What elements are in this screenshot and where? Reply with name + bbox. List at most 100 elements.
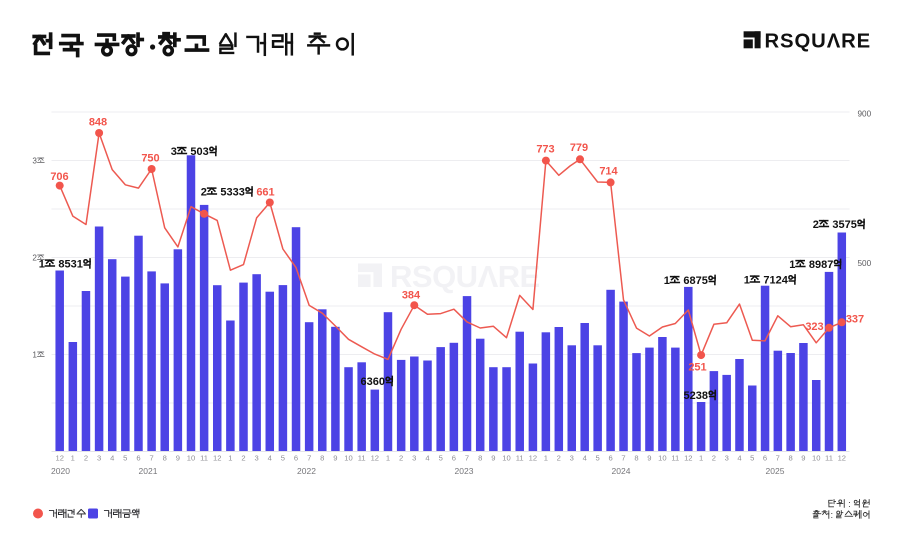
svg-text:9: 9 [491, 454, 495, 463]
svg-text:4: 4 [425, 454, 429, 463]
svg-text:11: 11 [358, 454, 366, 463]
svg-text:7: 7 [776, 454, 780, 463]
svg-text:1: 1 [544, 454, 548, 463]
svg-text:8: 8 [320, 454, 324, 463]
svg-text:9: 9 [647, 454, 651, 463]
svg-text:1: 1 [71, 454, 75, 463]
svg-text:6: 6 [763, 454, 767, 463]
svg-text:9: 9 [176, 454, 180, 463]
svg-text:3: 3 [32, 156, 37, 165]
svg-text:848: 848 [89, 116, 107, 128]
svg-text:2: 2 [813, 219, 819, 231]
svg-text:8: 8 [634, 454, 638, 463]
svg-text:7: 7 [307, 454, 311, 463]
svg-text:5238: 5238 [684, 390, 708, 402]
svg-text:12: 12 [684, 454, 692, 463]
svg-text:1: 1 [664, 275, 670, 287]
svg-text:3575: 3575 [832, 219, 856, 231]
svg-text:5: 5 [123, 454, 127, 463]
svg-text:7: 7 [149, 454, 153, 463]
svg-text:706: 706 [50, 171, 68, 183]
svg-text:6: 6 [452, 454, 456, 463]
svg-text:1: 1 [386, 454, 390, 463]
svg-text:5: 5 [281, 454, 285, 463]
svg-text:2021: 2021 [139, 466, 158, 476]
svg-text:2022: 2022 [297, 466, 316, 476]
svg-text:12: 12 [371, 454, 379, 463]
svg-text:2: 2 [241, 454, 245, 463]
svg-text:3: 3 [412, 454, 416, 463]
svg-text:4: 4 [268, 454, 272, 463]
svg-text:10: 10 [502, 454, 510, 463]
svg-text:5: 5 [595, 454, 599, 463]
svg-text:714: 714 [599, 165, 618, 177]
svg-text:2025: 2025 [766, 466, 785, 476]
svg-text:6875: 6875 [683, 275, 707, 287]
svg-text:12: 12 [838, 454, 846, 463]
svg-text::: : [848, 499, 851, 509]
svg-text:7: 7 [621, 454, 625, 463]
svg-text:2023: 2023 [455, 466, 474, 476]
svg-text:8: 8 [478, 454, 482, 463]
svg-text:2: 2 [84, 454, 88, 463]
svg-text:2: 2 [712, 454, 716, 463]
svg-text:11: 11 [200, 454, 208, 463]
svg-text:251: 251 [688, 361, 706, 373]
svg-text:7124: 7124 [763, 274, 788, 286]
svg-text:2: 2 [399, 454, 403, 463]
svg-text:10: 10 [812, 454, 820, 463]
svg-text:9: 9 [333, 454, 337, 463]
svg-text:6360: 6360 [361, 376, 385, 388]
svg-text:RSQUΛRE: RSQUΛRE [765, 30, 872, 52]
svg-text:RSQUΛRE: RSQUΛRE [390, 259, 540, 294]
svg-text:323: 323 [805, 321, 823, 333]
svg-text:1: 1 [699, 454, 703, 463]
svg-text:11: 11 [825, 454, 833, 463]
svg-text:10: 10 [658, 454, 666, 463]
svg-text:6: 6 [294, 454, 298, 463]
svg-text:750: 750 [141, 152, 159, 164]
svg-text:773: 773 [536, 143, 554, 155]
svg-text:2: 2 [32, 253, 37, 262]
svg-text:6: 6 [136, 454, 140, 463]
svg-text:2: 2 [201, 186, 207, 198]
svg-text:5: 5 [750, 454, 754, 463]
svg-text:10: 10 [344, 454, 352, 463]
svg-text:4: 4 [583, 454, 587, 463]
svg-text:7: 7 [465, 454, 469, 463]
svg-text:1: 1 [744, 274, 750, 286]
svg-text:661: 661 [256, 186, 274, 198]
svg-text:10: 10 [187, 454, 195, 463]
svg-text:6: 6 [608, 454, 612, 463]
svg-text:11: 11 [671, 454, 679, 463]
svg-text:3: 3 [171, 146, 177, 158]
svg-text:4: 4 [737, 454, 741, 463]
svg-text:12: 12 [529, 454, 537, 463]
svg-text:4: 4 [110, 454, 114, 463]
svg-text:9: 9 [801, 454, 805, 463]
svg-text:8987: 8987 [809, 259, 833, 271]
svg-text:2: 2 [557, 454, 561, 463]
svg-text:5: 5 [439, 454, 443, 463]
svg-text:11: 11 [516, 454, 524, 463]
svg-text:1: 1 [228, 454, 232, 463]
svg-text:3: 3 [97, 454, 101, 463]
svg-text:3: 3 [570, 454, 574, 463]
svg-text:2024: 2024 [612, 466, 631, 476]
svg-text::: : [830, 510, 833, 520]
svg-text:8: 8 [163, 454, 167, 463]
svg-text:5333: 5333 [220, 186, 244, 198]
svg-text:384: 384 [402, 289, 421, 301]
svg-text:900: 900 [858, 109, 872, 118]
svg-text:500: 500 [858, 259, 872, 268]
svg-text:8: 8 [788, 454, 792, 463]
svg-text:337: 337 [846, 313, 864, 325]
svg-text:1: 1 [39, 258, 45, 270]
svg-text:1: 1 [32, 350, 37, 359]
svg-text:1: 1 [789, 259, 795, 271]
svg-text:503: 503 [190, 146, 208, 158]
svg-text:12: 12 [55, 454, 63, 463]
svg-text:12: 12 [213, 454, 221, 463]
svg-text:3: 3 [725, 454, 729, 463]
svg-text:3: 3 [254, 454, 258, 463]
